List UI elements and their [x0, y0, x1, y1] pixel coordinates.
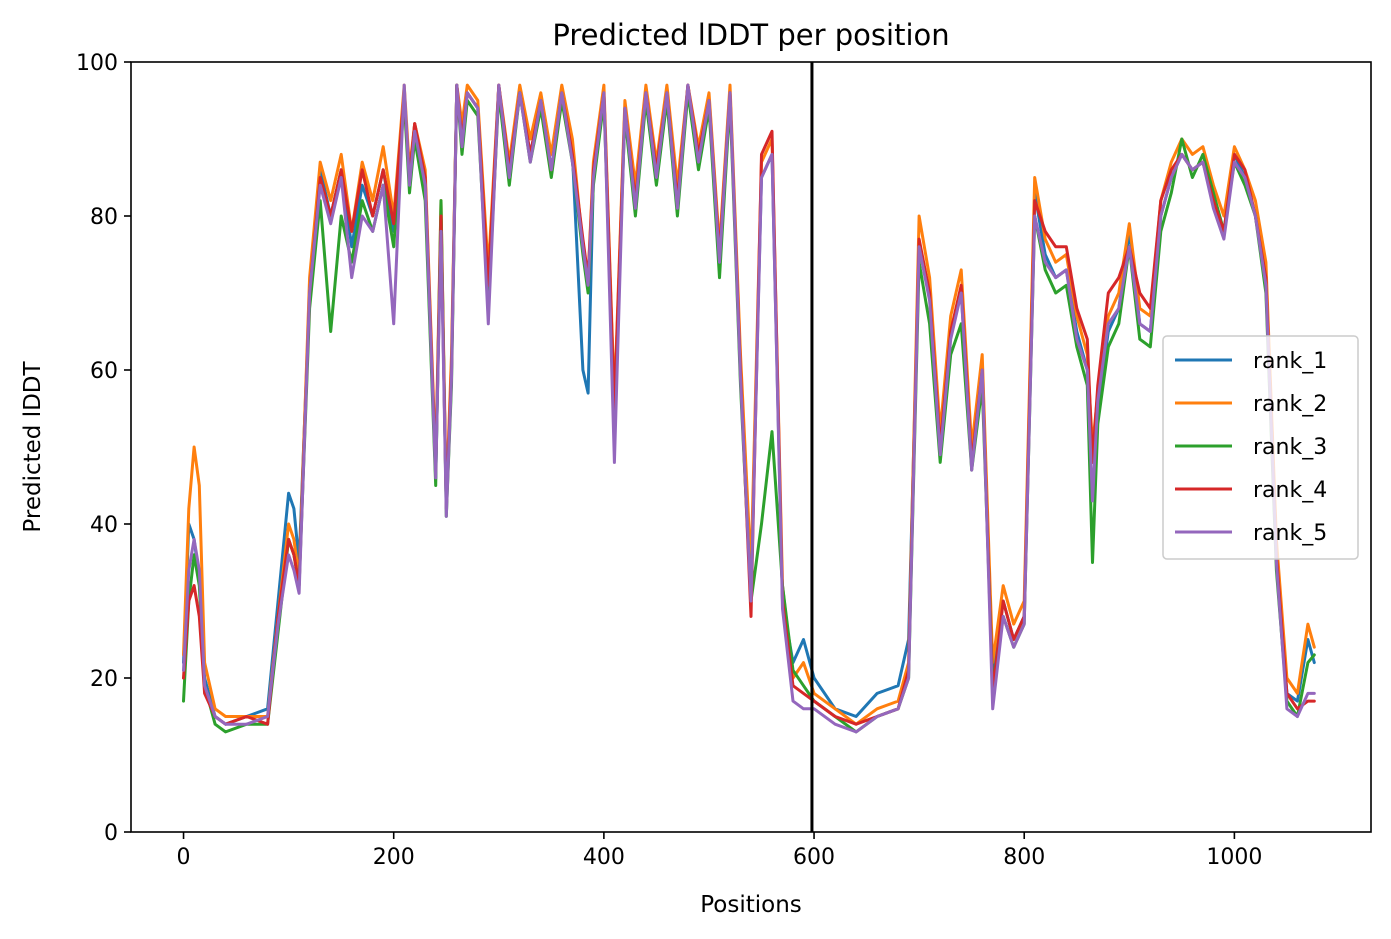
- y-tick-label: 40: [90, 513, 118, 538]
- legend-items: rank_1 rank_2 rank_3 rank_4 rank_5: [1175, 349, 1327, 546]
- x-tick-label: 400: [583, 845, 625, 870]
- y-tick-label: 100: [76, 51, 118, 76]
- y-tick-label: 80: [90, 205, 118, 230]
- series-layer: [182, 83, 1316, 734]
- x-tick-label: 600: [793, 845, 835, 870]
- series-line-rank-3: [182, 83, 1316, 734]
- legend-label-rank-4: rank_4: [1253, 478, 1327, 503]
- x-tick-label: 800: [1003, 845, 1045, 870]
- y-axis-ticks: 0 20 40 60 80 100: [76, 51, 131, 846]
- x-axis-label: Positions: [700, 892, 802, 918]
- series-line-rank-4: [182, 83, 1316, 726]
- x-tick-label: 1000: [1206, 845, 1262, 870]
- series-line-rank-1: [182, 83, 1316, 726]
- y-tick-label: 0: [104, 821, 118, 846]
- legend-label-rank-3: rank_3: [1253, 435, 1327, 460]
- x-tick-label: 0: [177, 845, 191, 870]
- x-axis-ticks: 0 200 400 600 800 1000: [177, 832, 1262, 870]
- y-tick-label: 20: [90, 667, 118, 692]
- chart-title: Predicted lDDT per position: [552, 18, 949, 52]
- plot-frame: [130, 61, 1372, 833]
- series-line-rank-2: [182, 83, 1316, 726]
- y-axis-label: Predicted lDDT: [20, 360, 46, 532]
- legend-label-rank-5: rank_5: [1253, 521, 1327, 546]
- series-line-rank-5: [182, 83, 1316, 734]
- legend-label-rank-1: rank_1: [1253, 349, 1327, 374]
- legend-box: [1162, 335, 1359, 560]
- legend: rank_1 rank_2 rank_3 rank_4 rank_5: [1162, 335, 1359, 560]
- x-tick-label: 200: [373, 845, 415, 870]
- y-tick-label: 60: [90, 359, 118, 384]
- legend-label-rank-2: rank_2: [1253, 392, 1327, 417]
